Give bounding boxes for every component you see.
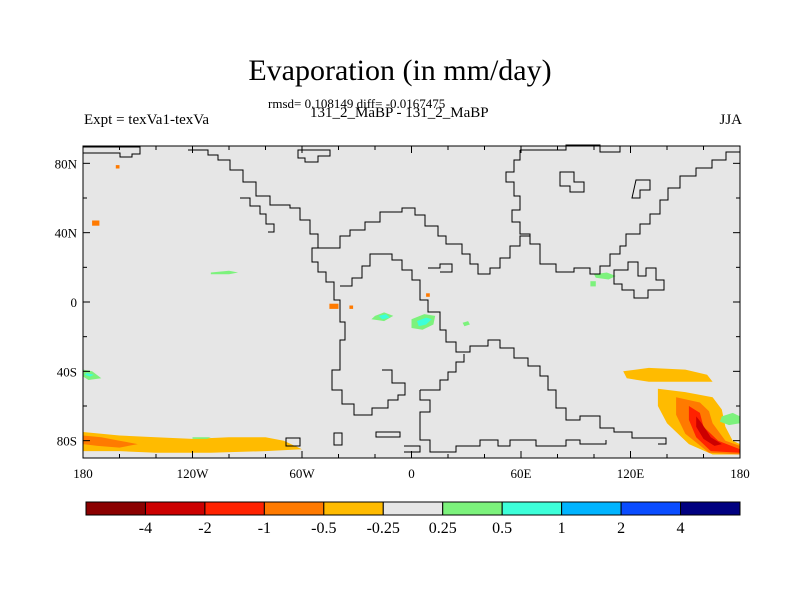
x-tick-label-5: 120E — [617, 466, 645, 481]
coastline-8 — [520, 144, 740, 153]
anomaly-region-24 — [137, 438, 175, 445]
x-tick-label-1: 120W — [177, 466, 210, 481]
anomaly-region-10 — [210, 270, 239, 275]
anomaly-region-5 — [688, 406, 740, 453]
y-tick-label-3: 40S — [57, 364, 77, 379]
experiment-label: Expt = texVa1-texVa — [84, 112, 210, 128]
coastline-9 — [505, 150, 531, 236]
anomaly-region-23 — [115, 165, 120, 169]
y-tick-label-0: 80N — [55, 156, 78, 171]
colorbar-swatch-3 — [263, 501, 325, 516]
colorbar-label-2: -1 — [258, 520, 271, 537]
colorbar-label-3: -0.5 — [311, 520, 336, 537]
colorbar-swatch-10 — [680, 501, 741, 516]
x-tick-label-0: 180 — [73, 466, 93, 481]
colorbar-label-1: -2 — [198, 520, 211, 537]
anomaly-region-7 — [719, 412, 740, 426]
coastline-18 — [559, 171, 585, 193]
colorbar-swatch-8 — [561, 501, 622, 516]
anomaly-region-19 — [329, 303, 339, 309]
coastline-12 — [382, 253, 667, 445]
anomaly-regions — [83, 165, 740, 455]
anomaly-region-13 — [378, 314, 390, 320]
coastlines — [83, 144, 740, 453]
anomaly-region-16 — [462, 321, 470, 327]
coastline-2 — [240, 197, 275, 233]
map-background — [83, 146, 740, 458]
anomaly-region-9 — [84, 373, 94, 377]
colorbar-label-6: 0.5 — [492, 520, 512, 537]
anomaly-region-22 — [92, 220, 100, 226]
coastline-4 — [333, 432, 343, 446]
axis-ticks: 180 120W 60W 0 60E 120E 180 80N 40N 0 40S 80S — [55, 146, 750, 481]
colorbar-swatch-4 — [323, 501, 384, 516]
stats-label: rmsd= 0.108149 diff= -0.0167475 — [268, 96, 446, 111]
coastline-17 — [631, 179, 651, 199]
coastline-1 — [188, 149, 406, 416]
anomaly-region-20 — [349, 305, 354, 309]
anomaly-region-21 — [426, 293, 430, 297]
anomaly-region-2 — [623, 367, 713, 382]
chart-title: Evaporation (in mm/day) — [248, 54, 552, 87]
coastline-11 — [428, 263, 453, 273]
y-tick-label-4: 80S — [57, 434, 77, 449]
x-tick-label-6: 180 — [730, 466, 750, 481]
colorbar-swatch-6 — [442, 501, 503, 516]
coastline-3 — [297, 149, 331, 163]
x-tick-label-2: 60W — [289, 466, 315, 481]
colorbar: -4 -2 -1 -0.5 -0.25 0.25 0.5 1 2 4 — [85, 501, 741, 537]
colorbar-label-4: -0.25 — [367, 520, 400, 537]
colorbar-label-5: 0.25 — [429, 520, 457, 537]
coastline-15 — [420, 354, 465, 391]
coastline-14 — [419, 390, 607, 453]
anomaly-region-0 — [83, 432, 302, 453]
coastline-7 — [312, 151, 740, 275]
coastline-13 — [340, 253, 382, 287]
colorbar-swatch-5 — [382, 501, 444, 516]
coastline-0 — [83, 146, 141, 158]
colorbar-label-0: -4 — [139, 520, 152, 537]
anomaly-region-11 — [192, 437, 211, 439]
y-tick-label-1: 40N — [55, 226, 78, 241]
x-tick-label-4: 60E — [511, 466, 532, 481]
colorbar-swatch-9 — [620, 501, 682, 516]
anomaly-region-18 — [590, 281, 596, 287]
x-tick-label-3: 0 — [408, 466, 415, 481]
season-label: JJA — [719, 112, 742, 128]
colorbar-swatch-0 — [85, 501, 146, 516]
anomaly-region-1 — [83, 435, 138, 448]
anomaly-region-6 — [696, 416, 722, 446]
coastline-16 — [285, 437, 301, 447]
colorbar-label-9: 4 — [677, 520, 685, 537]
colorbar-swatch-2 — [204, 501, 265, 516]
colorbar-label-8: 2 — [617, 520, 625, 537]
colorbar-swatch-1 — [144, 501, 206, 516]
coastline-5 — [375, 431, 401, 438]
chart-subtitle: 131_2_MaBP - 131_2_MaBP — [310, 105, 489, 121]
y-tick-label-2: 0 — [71, 295, 78, 310]
colorbar-label-7: 1 — [558, 520, 566, 537]
coastline-10 — [613, 261, 665, 299]
colorbar-swatch-7 — [501, 501, 563, 516]
anomaly-region-15 — [417, 317, 432, 327]
